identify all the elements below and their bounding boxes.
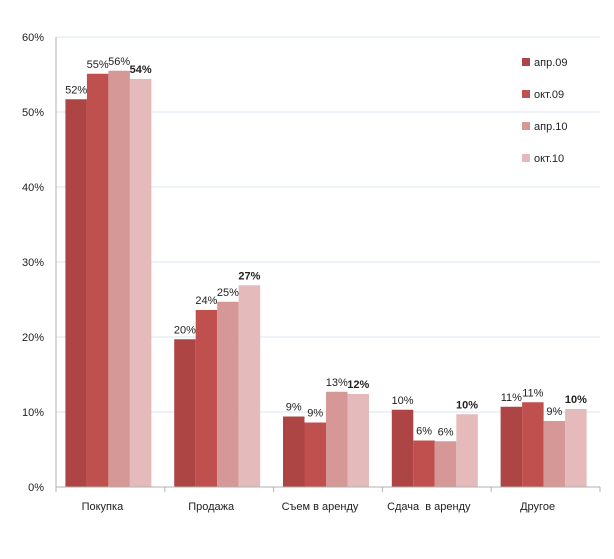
legend-swatch <box>522 122 530 130</box>
bar <box>65 99 87 487</box>
legend-label: окт.10 <box>534 153 564 165</box>
legend-swatch <box>522 58 530 66</box>
y-tick-label: 20% <box>22 332 44 344</box>
data-label: 11% <box>522 387 543 399</box>
category-label: Покупка <box>82 501 124 513</box>
data-label: 6% <box>438 426 454 438</box>
bar <box>434 441 457 487</box>
data-label: 12% <box>347 379 369 391</box>
legend-label: окт.09 <box>534 89 564 101</box>
category-label: Продажа <box>188 501 235 513</box>
legend-label: апр.10 <box>534 121 567 133</box>
data-label: 54% <box>130 64 152 76</box>
legend-swatch <box>522 90 530 98</box>
bar <box>500 406 523 487</box>
data-label: 11% <box>501 392 522 404</box>
category-label: Другое <box>520 501 555 513</box>
legend-label: апр.09 <box>534 57 567 69</box>
data-label: 13% <box>326 377 348 389</box>
bar <box>326 391 348 487</box>
bar <box>174 339 196 487</box>
data-label: 24% <box>195 295 217 307</box>
data-label: 9% <box>546 406 562 418</box>
bar <box>391 409 414 487</box>
bar <box>522 402 544 487</box>
bars <box>65 70 587 487</box>
x-axis: Покупка Продажа Съем в аренду Сдача в аренд… <box>55 486 601 513</box>
data-label: 6% <box>416 426 432 438</box>
data-labels: 52% 55% 56%54% 20% 24%25% 27% 9% 9% 13% 12% 10% 6% 6… <box>65 56 587 439</box>
data-label: 10% <box>392 395 414 407</box>
category-label: Сдача в аренду <box>387 501 471 513</box>
y-tick-label: 60% <box>22 32 44 44</box>
y-tick-label: 30% <box>22 257 44 269</box>
bar <box>565 409 587 487</box>
bar <box>129 79 152 487</box>
data-label: 56% <box>108 56 130 68</box>
bar <box>413 440 435 487</box>
legend-swatch <box>522 154 530 162</box>
data-label: 27% <box>238 270 260 282</box>
bar <box>217 301 239 487</box>
bar <box>86 73 109 487</box>
category-label: Съем в аренду <box>282 501 359 513</box>
data-label: 20% <box>174 324 196 336</box>
y-tick-label: 0% <box>28 482 44 494</box>
y-tick-label: 50% <box>22 107 44 119</box>
bar <box>543 421 566 487</box>
bar <box>456 414 478 487</box>
data-label: 9% <box>286 402 302 414</box>
data-label: 10% <box>456 399 478 411</box>
bar <box>283 416 305 487</box>
bar <box>108 70 130 487</box>
bar <box>195 310 218 487</box>
data-label: 52% <box>65 84 87 96</box>
y-tick-label: 40% <box>22 182 44 194</box>
legend: апр.09 окт.09 апр.10 окт.10 <box>522 57 567 165</box>
data-label: 10% <box>565 394 587 406</box>
y-tick-label: 10% <box>22 407 44 419</box>
bar <box>304 422 326 487</box>
data-label: 55% <box>87 59 109 71</box>
y-axis: 0% 10% 20% 30% 40% 50% 60% <box>22 32 57 494</box>
bar <box>238 285 261 487</box>
data-label: 9% <box>307 408 323 420</box>
bar <box>347 394 369 487</box>
data-label: 25% <box>217 287 239 299</box>
